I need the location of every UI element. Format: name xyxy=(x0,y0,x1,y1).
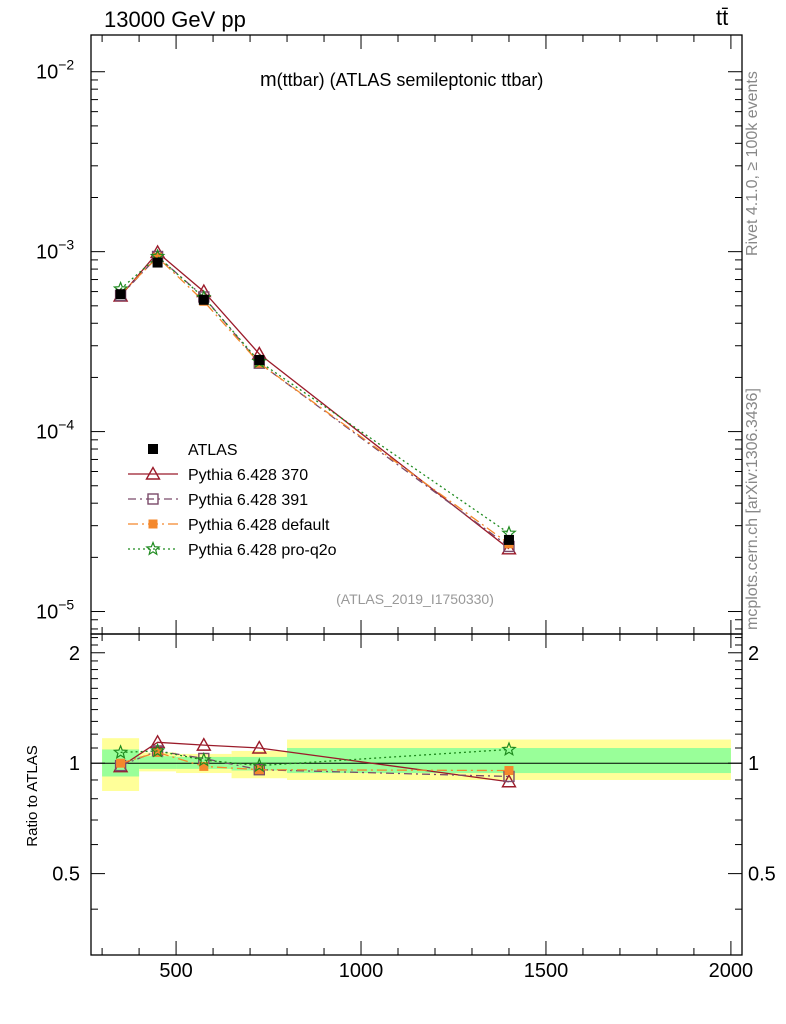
series-2-ratio-point-4 xyxy=(504,766,514,776)
legend: ATLAS Pythia 6.428 370 Pythia 6.428 391 Pyt… xyxy=(128,442,337,559)
header-right: tt̄ xyxy=(716,5,729,30)
series-curves xyxy=(112,244,517,788)
series-2-ratio-point-0 xyxy=(116,758,126,768)
legend-label-1: Pythia 6.428 391 xyxy=(188,492,308,509)
rivet-label: Rivet 4.1.0, ≥ 100k events xyxy=(744,71,761,256)
y-tick-label-ratio-right-1: 1 xyxy=(748,753,759,775)
data-point-4 xyxy=(503,534,514,545)
y-tick-label-ratio-0: 0.5 xyxy=(52,864,80,886)
y-tick-label-main-1: 10−4 xyxy=(36,417,74,444)
series-3-ratio-point-1 xyxy=(149,742,166,758)
mcplots-label: mcplots.cern.ch [arXiv:1306.3436] xyxy=(744,388,761,630)
y-tick-label-ratio-2: 2 xyxy=(69,643,80,665)
series-2-ratio-point-1 xyxy=(153,747,163,757)
chart-title-text: (ttbar) (ATLAS semileptonic ttbar) xyxy=(277,70,544,90)
y-tick-label-ratio-right-0: 0.5 xyxy=(748,864,776,886)
y-tick-label-main-0: 10−5 xyxy=(36,597,74,624)
x-tick-label-2000: 2000 xyxy=(709,960,754,982)
series-3-ratio-point-3 xyxy=(251,757,268,773)
y-tick-label-main-3: 10−2 xyxy=(36,57,74,84)
y-tick-label-ratio-1: 1 xyxy=(69,753,80,775)
x-tick-label-500: 500 xyxy=(159,960,192,982)
data-point-2 xyxy=(198,294,209,305)
ratio-y-label: Ratio to ATLAS xyxy=(24,745,41,846)
series-0-ratio-point-3 xyxy=(251,740,267,754)
plot-frames xyxy=(90,34,743,956)
legend-marker-2 xyxy=(148,519,158,529)
data-point-0 xyxy=(115,289,126,300)
ratio-panel-frame xyxy=(90,633,743,956)
chart-title: m(ttbar) (ATLAS semileptonic ttbar) xyxy=(260,69,543,91)
legend-marker-3 xyxy=(145,540,161,556)
y-tick-label-ratio-right-2: 2 xyxy=(748,643,759,665)
series-2-ratio-point-2 xyxy=(199,761,209,771)
axes: 500 1000 1500 2000 10−5 10−4 10−3 10−2 0.5 0.5 1 1 2… xyxy=(36,35,776,982)
legend-marker-0 xyxy=(145,466,161,480)
legend-label-2: Pythia 6.428 default xyxy=(188,517,330,534)
series-0-ratio-point-1 xyxy=(149,734,166,749)
data-point-3 xyxy=(254,354,265,365)
ratio-uncertainty-bands xyxy=(91,738,742,791)
x-tick-label-1000: 1000 xyxy=(339,960,384,982)
x-tick-label-1500: 1500 xyxy=(524,960,569,982)
chart-title-symbol: m xyxy=(260,69,277,91)
legend-label-data: ATLAS xyxy=(188,442,238,459)
legend-marker-1 xyxy=(147,493,159,505)
series-2-ratio-point-3 xyxy=(254,765,264,775)
legend-label-3: Pythia 6.428 pro-q2o xyxy=(188,542,337,559)
y-tick-label-main-2: 10−3 xyxy=(36,237,74,264)
series-3-ratio-point-2 xyxy=(195,751,212,767)
series-3-main-line xyxy=(120,255,510,534)
series-2-main-line xyxy=(120,256,510,545)
series-3-ratio-point-0 xyxy=(112,744,129,760)
series-2-main-point-1 xyxy=(153,252,163,262)
series-0-ratio-line xyxy=(120,741,510,783)
band-inner-1 xyxy=(139,756,177,769)
legend-marker-data xyxy=(148,444,158,454)
legend-label-0: Pythia 6.428 370 xyxy=(188,467,308,484)
series-1-main-line xyxy=(120,255,510,547)
series-0-ratio-point-2 xyxy=(196,737,212,751)
watermark: (ATLAS_2019_I1750330) xyxy=(336,591,494,607)
header-left: 13000 GeV pp xyxy=(104,7,246,32)
series-3-ratio-point-4 xyxy=(501,741,517,757)
data-point-1 xyxy=(152,257,163,268)
